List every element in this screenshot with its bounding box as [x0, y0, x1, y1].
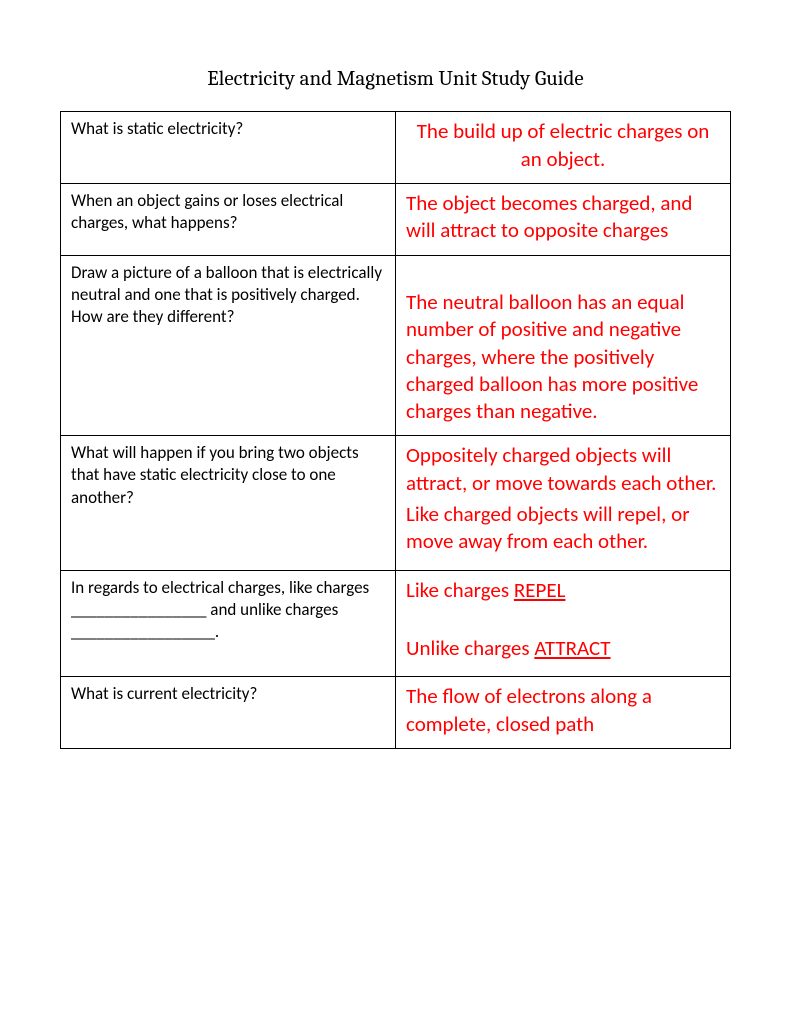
table-body: What is static electricity? The build up…	[61, 112, 731, 749]
question-cell: Draw a picture of a balloon that is elec…	[61, 255, 396, 436]
answer-text: The neutral balloon has an equal number …	[406, 289, 698, 424]
table-row: In regards to electrical charges, like c…	[61, 570, 731, 677]
answer-line: Like charges REPEL	[406, 577, 720, 604]
question-cell: What will happen if you bring two object…	[61, 436, 396, 570]
answer-spacer	[406, 608, 720, 635]
answer-text-pre: Unlike charges	[406, 635, 534, 661]
answer-cell: Oppositely charged objects will attract,…	[396, 436, 731, 570]
answer-line: Like charged objects will repel, or move…	[406, 501, 720, 556]
answer-cell: The object becomes charged, and will att…	[396, 184, 731, 256]
table-row: What is static electricity? The build up…	[61, 112, 731, 184]
answer-cell: The build up of electric charges on an o…	[396, 112, 731, 184]
table-row: What is current electricity? The flow of…	[61, 677, 731, 749]
page-container: Electricity and Magnetism Unit Study Gui…	[0, 0, 791, 829]
answer-text-pre: Like charges	[406, 577, 514, 603]
page-title: Electricity and Magnetism Unit Study Gui…	[60, 67, 731, 91]
question-cell: When an object gains or loses electrical…	[61, 184, 396, 256]
answer-cell: The neutral balloon has an equal number …	[396, 255, 731, 436]
answer-line: Unlike charges ATTRACT	[406, 635, 720, 662]
question-cell: What is current electricity?	[61, 677, 396, 749]
table-row: What will happen if you bring two object…	[61, 436, 731, 570]
answer-text-underline: ATTRACT	[534, 635, 610, 661]
answer-line: Oppositely charged objects will attract,…	[406, 442, 720, 497]
answer-text-underline: REPEL	[514, 577, 566, 603]
question-cell: In regards to electrical charges, like c…	[61, 570, 396, 677]
study-guide-table: What is static electricity? The build up…	[60, 111, 731, 749]
question-cell: What is static electricity?	[61, 112, 396, 184]
table-row: Draw a picture of a balloon that is elec…	[61, 255, 731, 436]
answer-cell: Like charges REPEL Unlike charges ATTRAC…	[396, 570, 731, 677]
answer-cell: The flow of electrons along a complete, …	[396, 677, 731, 749]
table-row: When an object gains or loses electrical…	[61, 184, 731, 256]
